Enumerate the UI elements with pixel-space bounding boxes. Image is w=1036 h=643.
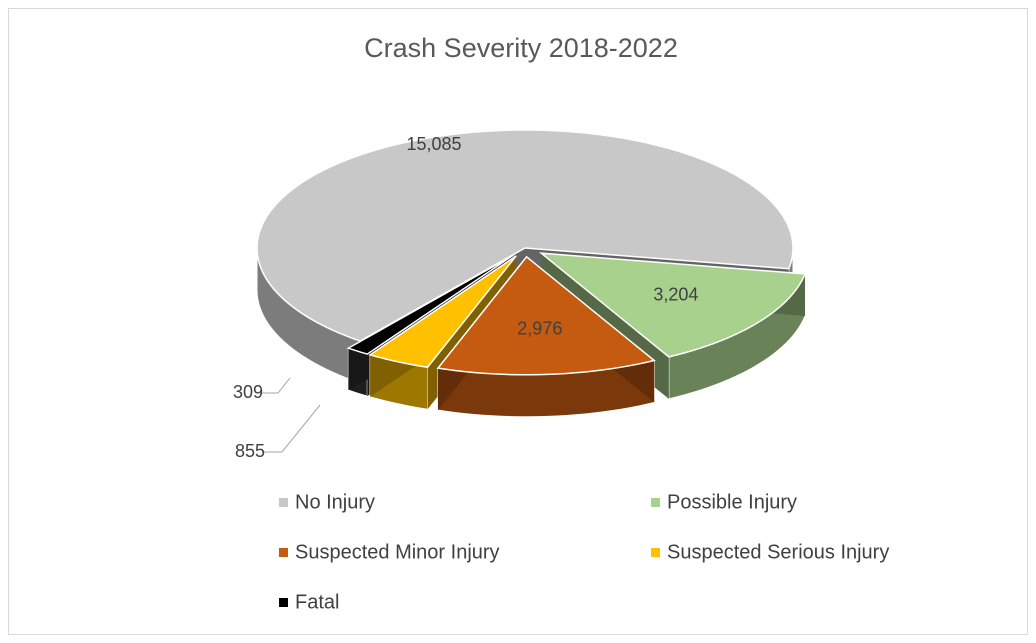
slice (368, 255, 517, 369)
slice (538, 252, 807, 358)
legend-swatch (279, 598, 288, 607)
legend-swatch (279, 548, 288, 557)
slice (436, 255, 656, 376)
legend-swatch (279, 498, 288, 507)
slice (256, 129, 794, 342)
legend-swatch (651, 548, 660, 557)
chart-title: Crash Severity 2018-2022 (364, 33, 678, 63)
data-label: 15,085 (406, 134, 461, 154)
slice (346, 254, 514, 355)
leader-line (262, 404, 321, 453)
data-label: 3,204 (653, 285, 698, 305)
data-label: 2,976 (517, 318, 562, 338)
data-label: 855 (235, 441, 265, 461)
legend-swatch (651, 498, 660, 507)
legend-label: Fatal (295, 591, 339, 613)
leader-line (258, 377, 291, 394)
legend-label: Possible Injury (667, 491, 797, 513)
legend-label: Suspected Minor Injury (295, 541, 500, 563)
legend-label: No Injury (295, 491, 375, 513)
data-label: 309 (233, 382, 263, 402)
legend-label: Suspected Serious Injury (667, 541, 889, 563)
